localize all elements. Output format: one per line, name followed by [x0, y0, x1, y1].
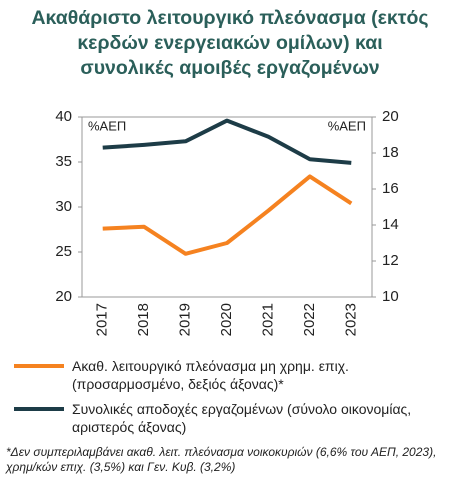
y-tick-label: 20	[55, 288, 72, 305]
x-tick-label: 2022	[301, 303, 318, 336]
plot-frame	[81, 116, 373, 298]
y2-tick-label: 18	[382, 144, 399, 161]
legend-swatch	[14, 364, 64, 368]
legend-item: Συνολικές αποδοχές εργαζομένων (σύνολο ο…	[14, 400, 434, 436]
y2-tick-label: 16	[382, 180, 399, 197]
legend-label: Συνολικές αποδοχές εργαζομένων (σύνολο ο…	[72, 401, 412, 435]
y-tick-label: 35	[55, 153, 72, 170]
series-line	[102, 174, 353, 256]
y2-tick-label: 10	[382, 288, 399, 305]
x-tick-label: 2020	[218, 303, 235, 336]
series-line	[102, 118, 352, 165]
x-tick-label: 2021	[259, 303, 276, 336]
legend-label: Ακαθ. λειτουργικό πλεόνασμα μη χρημ. επι…	[72, 358, 349, 392]
y-axis-label: %ΑΕΠ	[88, 118, 126, 133]
y-tick-label: 25	[55, 243, 72, 260]
x-tick-label: 2023	[342, 303, 359, 336]
y-tick-label: 40	[55, 108, 72, 125]
y2-tick-label: 20	[382, 108, 399, 125]
y-tick-label: 30	[55, 198, 72, 215]
y2-axis-label: %ΑΕΠ	[328, 118, 366, 133]
chart-title: Ακαθάριστο λειτουργικό πλεόνασμα (εκτός …	[31, 7, 429, 79]
x-tick-label: 2017	[94, 303, 111, 336]
y2-tick-label: 12	[382, 252, 399, 269]
legend-swatch	[14, 407, 64, 411]
x-tick-label: 2018	[135, 303, 152, 336]
legend-item: Ακαθ. λειτουργικό πλεόνασμα μη χρημ. επι…	[14, 357, 434, 393]
y2-tick-label: 14	[382, 216, 399, 233]
x-tick-label: 2019	[177, 303, 194, 336]
footnote: *Δεν συμπεριλαμβάνει ακαθ. λειτ. πλεόνασ…	[6, 445, 437, 474]
